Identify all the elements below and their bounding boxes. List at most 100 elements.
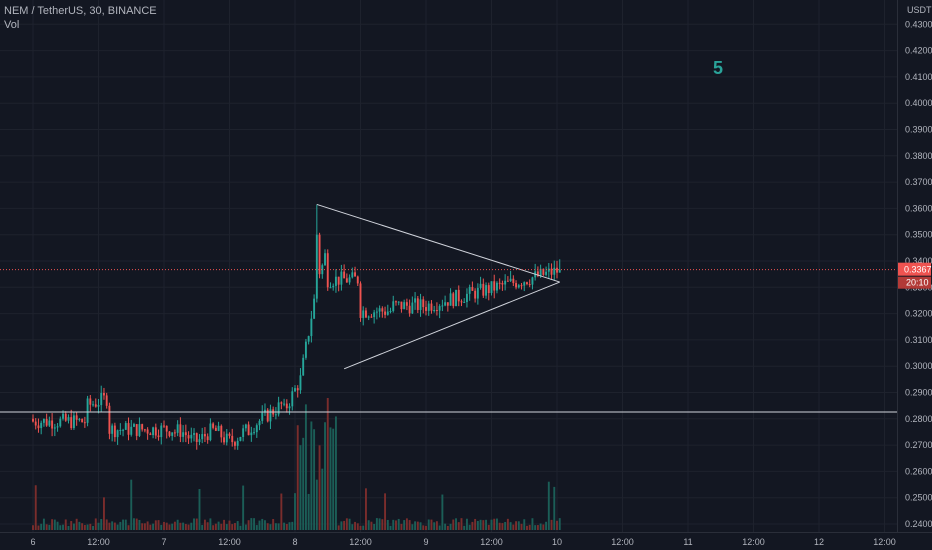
volume-bar — [547, 481, 550, 530]
candle-body — [274, 414, 277, 416]
volume-bar — [419, 522, 422, 530]
drawing-lines — [0, 203, 897, 413]
candle-body — [113, 425, 116, 438]
time-tick-label: 9 — [423, 537, 428, 547]
volume-bar — [545, 521, 548, 530]
volume-bar — [433, 522, 436, 530]
volume-bar — [490, 519, 493, 530]
volume-bar — [274, 523, 277, 530]
candle-body — [124, 423, 127, 430]
candle-body — [487, 285, 490, 294]
volume-bar — [168, 524, 171, 530]
candle-body — [269, 409, 272, 422]
volume-bar — [182, 522, 185, 530]
candle-body — [332, 285, 335, 288]
candle-body — [422, 299, 425, 308]
time-tick-label: 12:00 — [873, 537, 896, 547]
candle-body — [539, 268, 542, 277]
volume-bar — [59, 525, 62, 530]
candle-body — [277, 402, 280, 415]
volume-bar — [40, 523, 43, 530]
candle-body — [130, 426, 133, 435]
candle-body — [206, 436, 209, 441]
price-tick-label: 0.3900 — [905, 125, 932, 135]
volume-bar — [152, 523, 155, 530]
volume-bar — [485, 519, 487, 530]
candle-body — [452, 293, 455, 307]
volume-bar — [141, 523, 144, 530]
candle-body — [203, 434, 206, 437]
candle-body — [225, 433, 228, 443]
volume-bar — [294, 493, 296, 530]
time-tick-label: 12:00 — [742, 537, 765, 547]
volume-bar — [113, 522, 116, 530]
candle-body — [119, 430, 122, 432]
volume-bar — [231, 524, 234, 530]
volume-bar — [304, 404, 307, 530]
candle-body — [476, 287, 479, 299]
volume-bar — [362, 525, 365, 530]
volume-label[interactable]: Vol — [4, 19, 20, 31]
candle-body — [545, 271, 548, 275]
volume-bar — [556, 520, 558, 530]
candle-body — [427, 303, 430, 311]
volume-bar — [373, 523, 376, 530]
volume-bar — [493, 518, 496, 530]
currency-label: USDT — [907, 5, 932, 15]
candle-body — [359, 283, 362, 318]
time-tick-label: 12 — [814, 537, 824, 547]
candle-body — [78, 419, 81, 421]
volume-bar — [329, 427, 332, 530]
volume-bar — [277, 523, 280, 530]
candle-body — [285, 403, 288, 409]
candle-body — [457, 289, 460, 302]
volume-bar — [37, 525, 40, 530]
candle-body — [384, 311, 387, 315]
time-tick-label: 11 — [683, 537, 692, 547]
candle-body — [416, 298, 419, 310]
candle-body — [75, 415, 78, 420]
volume-bar — [326, 398, 329, 530]
candle-body — [146, 429, 149, 434]
volume-bar — [340, 521, 343, 530]
volume-bar — [332, 428, 335, 530]
volume-bar — [310, 421, 313, 530]
volume-bar — [269, 524, 272, 530]
volume-bar — [264, 520, 266, 530]
price-axis[interactable]: 0.2400 0.2500 0.2600 0.2700 0.2800 0.2900 0.30… — [897, 0, 932, 550]
candle-body — [378, 308, 381, 312]
candle-body — [411, 302, 414, 314]
candle-body — [179, 424, 182, 437]
volume-bar — [119, 521, 122, 530]
candle-body — [264, 409, 266, 413]
candle-body — [294, 388, 296, 392]
volume-bar — [285, 524, 288, 530]
candle-body — [558, 269, 561, 273]
volume-bar — [163, 521, 165, 530]
candle-body — [367, 316, 370, 318]
volume-bar — [258, 520, 261, 530]
candle-body — [493, 281, 496, 291]
volume-bar — [75, 518, 78, 530]
candle-body — [86, 398, 89, 423]
candle-body — [171, 432, 174, 436]
candle-body — [474, 290, 477, 299]
volume-bar — [430, 519, 433, 530]
volume-bar — [261, 518, 264, 530]
candle-body — [302, 357, 305, 376]
price-tick-label: 0.4200 — [905, 46, 932, 56]
candle-body — [234, 442, 236, 446]
candle-body — [506, 280, 509, 282]
volume-bar — [209, 518, 212, 530]
candle-body — [154, 427, 157, 436]
candle-body — [345, 278, 348, 283]
time-axis[interactable]: 6 12:00 7 12:00 8 12:00 9 12:00 10 12:00 11 12:00 12… — [0, 532, 932, 550]
symbol-title[interactable]: NEM / TetherUS, 30, BINANCE — [4, 5, 157, 17]
volume-bar — [496, 518, 498, 530]
candle-body — [45, 418, 48, 426]
candle-body — [509, 278, 512, 282]
volume-bar — [504, 521, 507, 530]
price-tick-label: 0.3000 — [905, 361, 932, 371]
volume-bar — [92, 525, 94, 530]
